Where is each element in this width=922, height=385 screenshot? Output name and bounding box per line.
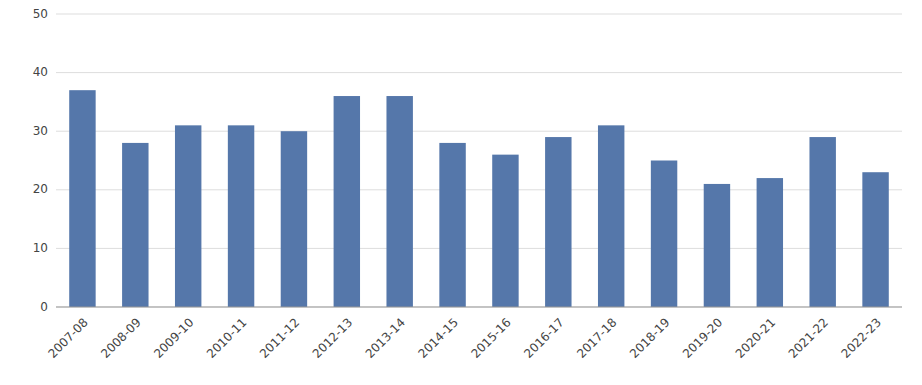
y-tick-label: 50 [33,7,48,21]
bar [281,131,307,307]
chart: 010203040502007-082008-092009-102010-112… [0,0,922,385]
bar [122,143,148,307]
grid [56,14,902,307]
bar [175,125,201,307]
x-tick-label: 2012-13 [310,315,355,360]
x-tick-label: 2009-10 [151,315,196,360]
y-tick-label: 30 [33,124,48,138]
bar [862,172,888,307]
y-tick-label: 40 [33,65,48,79]
y-tick-label: 20 [33,182,48,196]
bar [704,184,730,307]
x-tick-label: 2008-09 [98,315,143,360]
bar [757,178,783,307]
bar [545,137,571,307]
y-tick-label: 10 [33,241,48,255]
bar [439,143,465,307]
bar [334,96,360,307]
y-axis: 0 10 20 30 40 50 [33,7,48,314]
x-axis: 2007-082008-092009-102010-112011-122012-… [45,307,902,361]
x-tick-label: 2021-22 [786,315,831,360]
x-tick-label: 2022-23 [839,315,884,360]
x-tick-label: 2007-08 [45,315,90,360]
bars [69,90,889,307]
bar [492,155,518,307]
x-tick-label: 2011-12 [257,315,302,360]
grid-line [56,72,902,73]
x-tick-label: 2015-16 [468,315,513,360]
x-tick-label: 2014-15 [416,315,461,360]
bar [651,161,677,308]
bar [809,137,835,307]
x-tick-label: 2020-21 [733,315,778,360]
x-tick-label: 2019-20 [680,315,725,360]
bar [386,96,412,307]
bar [69,90,95,307]
x-tick-label: 2016-17 [521,315,566,360]
x-tick-label: 2010-11 [204,315,249,360]
grid-line [56,14,902,15]
x-tick-label: 2018-19 [627,315,672,360]
bar [598,125,624,307]
y-tick-label: 0 [40,300,48,314]
grid-line [56,307,902,308]
x-tick-label: 2013-14 [363,315,408,360]
x-tick-label: 2017-18 [574,315,619,360]
bar [228,125,254,307]
x-axis-line [56,307,902,308]
